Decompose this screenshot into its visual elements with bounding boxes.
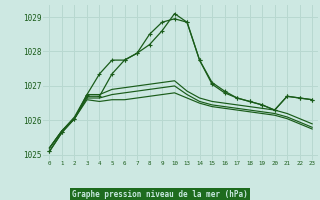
Text: Graphe pression niveau de la mer (hPa): Graphe pression niveau de la mer (hPa): [72, 190, 248, 199]
